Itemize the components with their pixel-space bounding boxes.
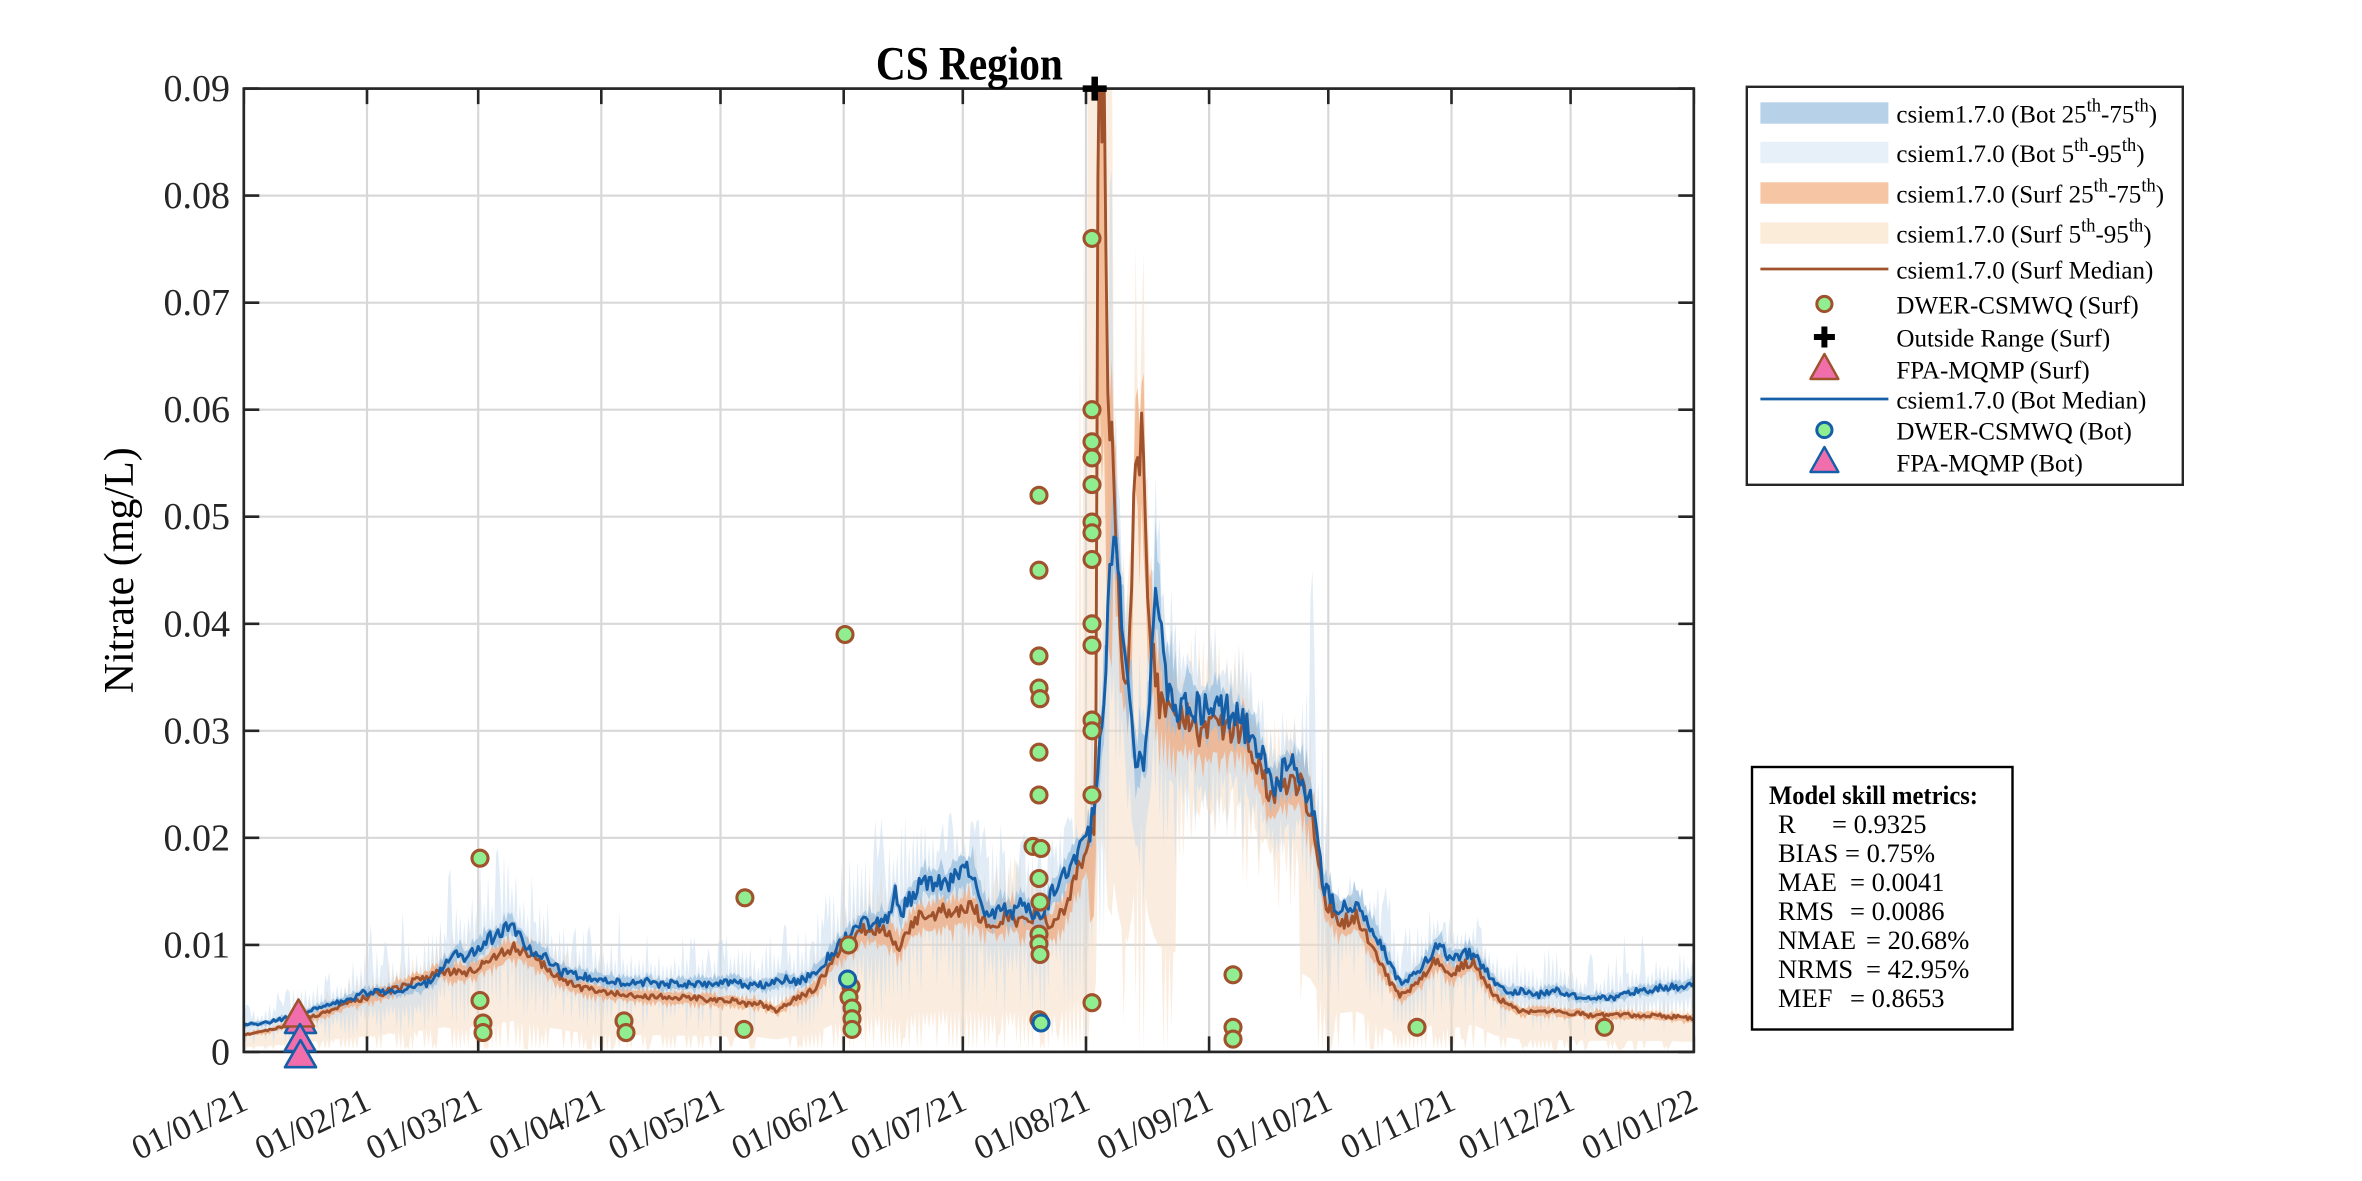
svg-text:Model skill metrics:: Model skill metrics: xyxy=(1769,780,1978,810)
svg-text:MEF= 0.8653: MEF = 0.8653 xyxy=(1778,983,1944,1013)
svg-text:0.05: 0.05 xyxy=(164,496,231,538)
svg-text:BIAS= 0.75%: BIAS = 0.75% xyxy=(1778,838,1935,868)
svg-text:CS Region: CS Region xyxy=(876,38,1063,91)
svg-text:csiem1.7.0 (Bot 25th-75th): csiem1.7.0 (Bot 25th-75th) xyxy=(1896,97,2157,129)
svg-text:0.06: 0.06 xyxy=(164,389,231,431)
svg-text:0.09: 0.09 xyxy=(164,68,231,110)
svg-text:csiem1.7.0 (Surf Median): csiem1.7.0 (Surf Median) xyxy=(1896,258,2153,285)
svg-text:csiem1.7.0 (Surf 25th-75th): csiem1.7.0 (Surf 25th-75th) xyxy=(1896,177,2164,209)
svg-text:DWER-CSMWQ (Surf): DWER-CSMWQ (Surf) xyxy=(1896,293,2138,320)
svg-text:MAE= 0.0041: MAE = 0.0041 xyxy=(1778,867,1944,897)
svg-text:csiem1.7.0 (Surf 5th-95th): csiem1.7.0 (Surf 5th-95th) xyxy=(1896,217,2151,249)
svg-text:NMAE= 20.68%: NMAE = 20.68% xyxy=(1778,925,1969,955)
svg-text:RMS= 0.0086: RMS = 0.0086 xyxy=(1778,896,1944,926)
svg-text:0.02: 0.02 xyxy=(164,817,231,859)
svg-text:Nitrate (mg/L): Nitrate (mg/L) xyxy=(97,447,143,693)
svg-text:Outside Range (Surf): Outside Range (Surf) xyxy=(1896,326,2110,353)
svg-text:csiem1.7.0 (Bot 5th-95th): csiem1.7.0 (Bot 5th-95th) xyxy=(1896,136,2144,168)
svg-text:NRMS= 42.95%: NRMS = 42.95% xyxy=(1778,954,1969,984)
svg-text:0.03: 0.03 xyxy=(164,710,231,752)
svg-text:0.08: 0.08 xyxy=(164,175,231,217)
svg-text:0.04: 0.04 xyxy=(164,603,231,645)
svg-text:0.07: 0.07 xyxy=(164,282,231,324)
svg-text:DWER-CSMWQ (Bot): DWER-CSMWQ (Bot) xyxy=(1896,419,2131,446)
svg-text:FPA-MQMP (Bot): FPA-MQMP (Bot) xyxy=(1896,451,2082,478)
svg-text:csiem1.7.0 (Bot Median): csiem1.7.0 (Bot Median) xyxy=(1896,388,2146,415)
svg-text:FPA-MQMP (Surf): FPA-MQMP (Surf) xyxy=(1896,358,2089,385)
svg-text:0: 0 xyxy=(211,1031,230,1073)
svg-text:0.01: 0.01 xyxy=(164,924,231,966)
